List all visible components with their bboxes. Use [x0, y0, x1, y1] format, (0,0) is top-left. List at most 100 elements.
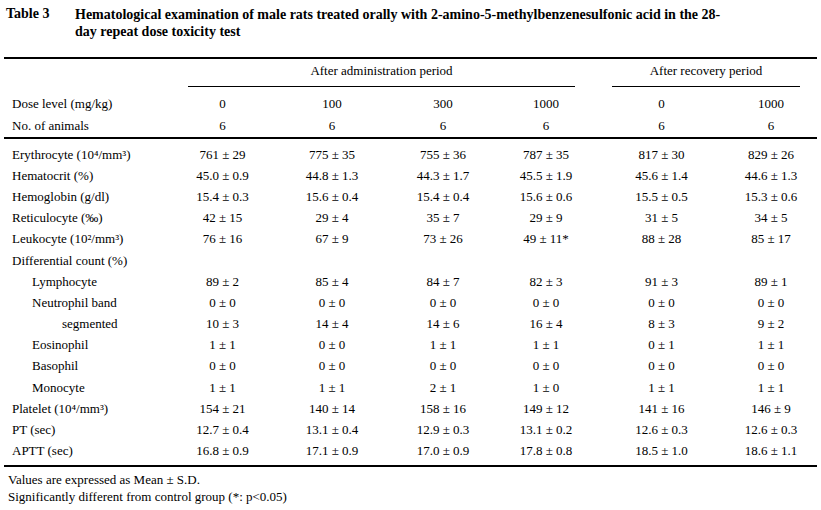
table-row: Platelet (10⁴/mm³)154 ± 21140 ± 14158 ± …: [0, 398, 821, 419]
data-cell: 0 ± 0: [728, 295, 814, 311]
data-cell: 45.5 ± 1.9: [497, 168, 595, 184]
rule-bottom: [4, 465, 817, 467]
data-cell: 29 ± 4: [275, 210, 389, 226]
data-cell: 141 ± 16: [595, 401, 728, 417]
data-cell: 18.5 ± 1.0: [595, 443, 728, 459]
data-cell: 89 ± 2: [170, 274, 275, 290]
data-cell: 2 ± 1: [389, 380, 497, 396]
row-label: Basophil: [0, 358, 170, 374]
data-cell: 12.7 ± 0.4: [170, 422, 275, 438]
data-cell: 35 ± 7: [389, 210, 497, 226]
row-label: Erythrocyte (10⁴/mm³): [0, 147, 170, 163]
data-cell: 1 ± 1: [170, 337, 275, 353]
data-cell: 140 ± 14: [275, 401, 389, 417]
data-cell: 31 ± 5: [595, 210, 728, 226]
data-cell: 0 ± 0: [170, 358, 275, 374]
footnote-mean-sd: Values are expressed as Mean ± S.D.: [8, 472, 200, 488]
data-cell: 84 ± 7: [389, 274, 497, 290]
dose-level-label: Dose level (mg/kg): [0, 96, 170, 112]
rule-top: [4, 57, 817, 59]
table-row: Neutrophil band0 ± 00 ± 00 ± 00 ± 00 ± 0…: [0, 292, 821, 313]
table-row: Differential count (%): [0, 250, 821, 271]
table-row: segmented10 ± 314 ± 414 ± 616 ± 48 ± 39 …: [0, 314, 821, 335]
data-cell: 761 ± 29: [170, 147, 275, 163]
data-cell: 158 ± 16: [389, 401, 497, 417]
row-label: segmented: [0, 316, 170, 332]
data-cell: 8 ± 3: [595, 316, 728, 332]
column-group-administration: After administration period: [188, 63, 575, 80]
data-cell: 1 ± 1: [275, 380, 389, 396]
row-label: Neutrophil band: [0, 295, 170, 311]
data-cell: 15.6 ± 0.4: [275, 189, 389, 205]
animals-value: 6: [595, 118, 728, 134]
data-cell: 42 ± 15: [170, 210, 275, 226]
data-cell: 0 ± 0: [728, 358, 814, 374]
dose-value: 300: [389, 96, 497, 112]
column-group-recovery: After recovery period: [612, 63, 800, 80]
table-row: Leukocyte (10²/mm³)76 ± 1667 ± 973 ± 264…: [0, 229, 821, 250]
data-cell: 149 ± 12: [497, 401, 595, 417]
footnote-significance: Significantly different from control gro…: [8, 489, 287, 505]
row-label: Hemoglobin (g/dl): [0, 189, 170, 205]
data-cell: 17.0 ± 0.9: [389, 443, 497, 459]
data-cell: 45.0 ± 0.9: [170, 168, 275, 184]
data-cell: 15.6 ± 0.6: [497, 189, 595, 205]
data-cell: 15.4 ± 0.4: [389, 189, 497, 205]
data-cell: 16 ± 4: [497, 316, 595, 332]
table-caption: Table 3 Hematological examination of mal…: [6, 6, 817, 40]
data-cell: 44.6 ± 1.3: [728, 168, 814, 184]
data-cell: 17.8 ± 0.8: [497, 443, 595, 459]
data-cell: 13.1 ± 0.2: [497, 422, 595, 438]
data-cell: 29 ± 9: [497, 210, 595, 226]
row-label: PT (sec): [0, 422, 170, 438]
data-cell: 0 ± 0: [389, 295, 497, 311]
data-cell: 49 ± 11*: [497, 231, 595, 247]
table-row: Lymphocyte89 ± 285 ± 484 ± 782 ± 391 ± 3…: [0, 271, 821, 292]
animals-value: 6: [275, 118, 389, 134]
data-cell: 10 ± 3: [170, 316, 275, 332]
data-cell: 44.8 ± 1.3: [275, 168, 389, 184]
data-cell: 18.6 ± 1.1: [728, 443, 814, 459]
data-cell: 85 ± 17: [728, 231, 814, 247]
table-title-line2: day repeat dose toxicity test: [75, 23, 817, 40]
table-row: Monocyte1 ± 11 ± 12 ± 11 ± 01 ± 11 ± 1: [0, 377, 821, 398]
table-row: Eosinophil1 ± 10 ± 01 ± 11 ± 10 ± 11 ± 1: [0, 335, 821, 356]
data-cell: 1 ± 1: [497, 337, 595, 353]
data-cell: 45.6 ± 1.4: [595, 168, 728, 184]
animals-value: 6: [389, 118, 497, 134]
row-label: Reticulocyte (‰): [0, 210, 170, 226]
data-cell: 15.5 ± 0.5: [595, 189, 728, 205]
data-cell: 91 ± 3: [595, 274, 728, 290]
rule-header-recovery: [612, 86, 800, 87]
data-cell: 146 ± 9: [728, 401, 814, 417]
row-label: Differential count (%): [0, 253, 170, 269]
data-cell: 829 ± 26: [728, 147, 814, 163]
row-label: Leukocyte (10²/mm³): [0, 231, 170, 247]
data-cell: 9 ± 2: [728, 316, 814, 332]
data-cell: 817 ± 30: [595, 147, 728, 163]
table-title: Hematological examination of male rats t…: [75, 6, 817, 40]
data-cell: 12.6 ± 0.3: [728, 422, 814, 438]
data-cell: 755 ± 36: [389, 147, 497, 163]
data-cell: 14 ± 4: [275, 316, 389, 332]
row-label: APTT (sec): [0, 443, 170, 459]
data-cell: 85 ± 4: [275, 274, 389, 290]
dose-value: 100: [275, 96, 389, 112]
row-label: Eosinophil: [0, 337, 170, 353]
data-cell: 88 ± 28: [595, 231, 728, 247]
data-cell: 67 ± 9: [275, 231, 389, 247]
dose-level-row: Dose level (mg/kg) 0 100 300 1000 0 1000: [0, 93, 821, 115]
table-row: APTT (sec)16.8 ± 0.917.1 ± 0.917.0 ± 0.9…: [0, 441, 821, 462]
data-cell: 34 ± 5: [728, 210, 814, 226]
data-cell: 44.3 ± 1.7: [389, 168, 497, 184]
table-body: Erythrocyte (10⁴/mm³)761 ± 29775 ± 35755…: [0, 144, 821, 462]
dose-value: 0: [595, 96, 728, 112]
data-cell: 154 ± 21: [170, 401, 275, 417]
rule-header-administration: [188, 86, 575, 87]
data-cell: 16.8 ± 0.9: [170, 443, 275, 459]
row-label: Monocyte: [0, 380, 170, 396]
data-cell: 0 ± 0: [595, 358, 728, 374]
paper-table-page: Table 3 Hematological examination of mal…: [0, 0, 821, 510]
data-cell: 12.9 ± 0.3: [389, 422, 497, 438]
data-cell: 1 ± 1: [170, 380, 275, 396]
